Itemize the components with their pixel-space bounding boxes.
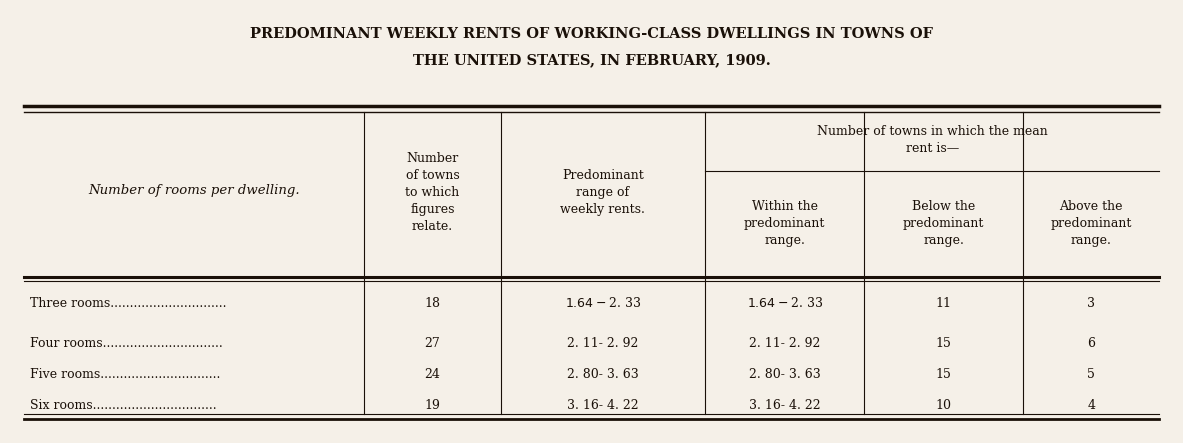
Text: 15: 15 bbox=[936, 337, 951, 350]
Text: 3. 16- 4. 22: 3. 16- 4. 22 bbox=[567, 399, 639, 412]
Text: 2. 80- 3. 63: 2. 80- 3. 63 bbox=[567, 368, 639, 381]
Text: PREDOMINANT WEEKLY RENTS OF WORKING-CLASS DWELLINGS IN TOWNS OF: PREDOMINANT WEEKLY RENTS OF WORKING-CLAS… bbox=[250, 27, 933, 41]
Text: Three rooms..............................: Three rooms.............................… bbox=[30, 297, 226, 310]
Text: Six rooms................................: Six rooms...............................… bbox=[30, 399, 216, 412]
Text: Above the
predominant
range.: Above the predominant range. bbox=[1051, 200, 1132, 247]
Text: Number
of towns
to which
figures
relate.: Number of towns to which figures relate. bbox=[406, 152, 460, 233]
Text: 10: 10 bbox=[936, 399, 951, 412]
Text: $1. 64-$2. 33: $1. 64-$2. 33 bbox=[746, 296, 822, 311]
Text: 2. 11- 2. 92: 2. 11- 2. 92 bbox=[567, 337, 639, 350]
Text: 19: 19 bbox=[425, 399, 440, 412]
Text: 24: 24 bbox=[425, 368, 440, 381]
Text: THE UNITED STATES, IN FEBRUARY, 1909.: THE UNITED STATES, IN FEBRUARY, 1909. bbox=[413, 53, 770, 67]
Text: Four rooms...............................: Four rooms..............................… bbox=[30, 337, 222, 350]
Text: 2. 11- 2. 92: 2. 11- 2. 92 bbox=[749, 337, 820, 350]
Text: 3. 16- 4. 22: 3. 16- 4. 22 bbox=[749, 399, 820, 412]
Text: Number of towns in which the mean
rent is—: Number of towns in which the mean rent i… bbox=[816, 124, 1048, 155]
Text: 6: 6 bbox=[1087, 337, 1095, 350]
Text: 27: 27 bbox=[425, 337, 440, 350]
Text: 4: 4 bbox=[1087, 399, 1095, 412]
Text: Within the
predominant
range.: Within the predominant range. bbox=[744, 200, 826, 247]
Text: Predominant
range of
weekly rents.: Predominant range of weekly rents. bbox=[561, 169, 645, 216]
Text: Below the
predominant
range.: Below the predominant range. bbox=[903, 200, 984, 247]
Text: 3: 3 bbox=[1087, 297, 1095, 310]
Text: 5: 5 bbox=[1087, 368, 1095, 381]
Text: 11: 11 bbox=[936, 297, 951, 310]
Text: 18: 18 bbox=[425, 297, 440, 310]
Text: 15: 15 bbox=[936, 368, 951, 381]
Text: Number of rooms per dwelling.: Number of rooms per dwelling. bbox=[89, 184, 299, 197]
Text: 2. 80- 3. 63: 2. 80- 3. 63 bbox=[749, 368, 821, 381]
Text: Five rooms...............................: Five rooms..............................… bbox=[30, 368, 220, 381]
Text: $1. 64-$2. 33: $1. 64-$2. 33 bbox=[564, 296, 641, 311]
